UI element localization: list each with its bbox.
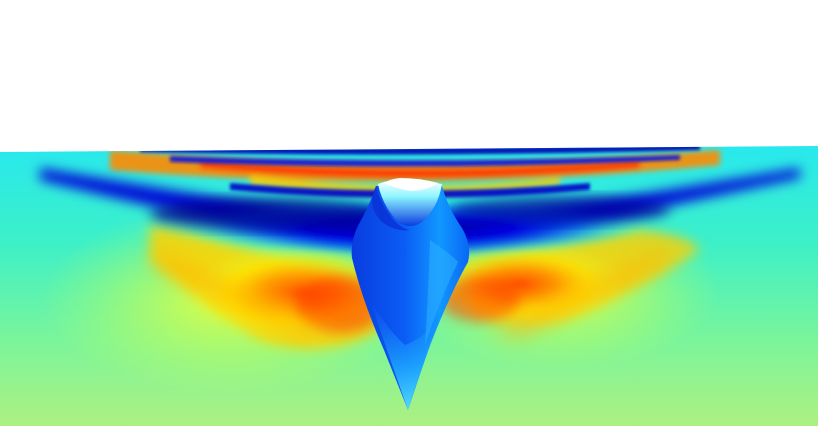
ship-hull (351, 178, 470, 410)
